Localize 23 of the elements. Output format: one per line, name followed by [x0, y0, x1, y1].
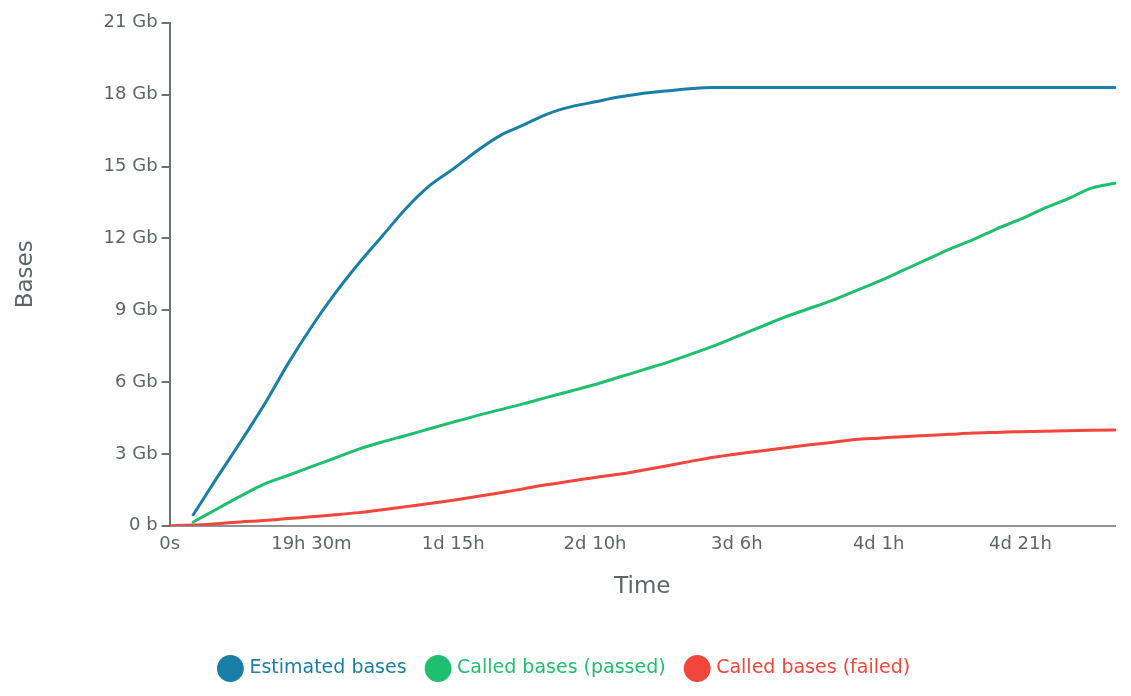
x-axis-title: Time	[613, 572, 671, 599]
x-tick-label: 0s	[159, 532, 181, 554]
x-tick-label: 19h 30m	[271, 532, 352, 554]
x-tick-label: 2d 10h	[563, 532, 627, 554]
y-tick-label: 0 b	[128, 513, 158, 535]
y-tick-label: 18 Gb	[103, 82, 158, 104]
legend-label: Estimated bases	[249, 655, 407, 678]
y-tick-label: 3 Gb	[115, 441, 158, 463]
x-tick-label: 3d 6h	[711, 532, 763, 554]
y-tick-label: 15 Gb	[103, 154, 158, 176]
y-axis-title: Bases	[10, 240, 37, 309]
y-tick-label: 12 Gb	[103, 226, 158, 248]
x-tick-label: 4d 21h	[989, 532, 1052, 554]
line-series	[191, 85, 1117, 517]
y-tick-label: 9 Gb	[115, 297, 158, 319]
y-tick-label: 21 Gb	[103, 10, 158, 32]
line-series	[168, 428, 1117, 526]
legend-label: Called bases (failed)	[716, 655, 911, 678]
x-tick-label: 1d 15h	[421, 532, 485, 554]
line-series	[191, 181, 1117, 524]
legend-label: Called bases (passed)	[457, 655, 666, 678]
x-tick-label: 4d 1h	[852, 532, 905, 554]
y-tick-label: 6 Gb	[115, 369, 158, 391]
